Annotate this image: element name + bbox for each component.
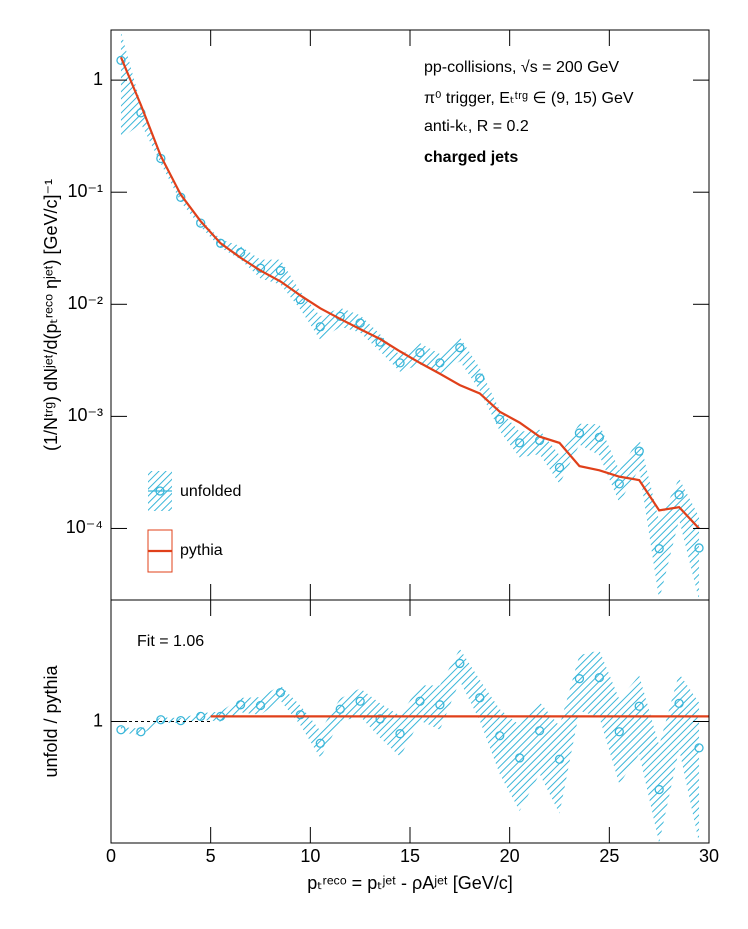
x-tick-label: 10 [300,846,320,866]
annotation: charged jets [424,149,518,166]
data-point [455,658,465,669]
annotation: pp-collisions, √s = 200 GeV [424,59,619,76]
data-point [594,432,605,442]
data-point [534,726,545,736]
data-point [315,738,325,748]
data-point [235,700,246,710]
x-tick-label: 0 [106,846,116,866]
data-point [654,544,664,554]
data-point [295,710,306,720]
data-point [395,358,405,368]
data-point [514,753,525,763]
data-point [275,687,286,698]
data-point [116,55,126,66]
data-point [554,754,565,764]
data-point [215,238,226,248]
data-point [694,743,704,753]
y-tick-label: 1 [93,710,103,730]
y-axis-label: unfold / pythia [41,664,61,777]
data-point [654,784,664,795]
x-axis-label: pₜʳᵉᶜᵒ = pₜʲᵉᵗ - ρAʲᵉᵗ [GeV/c] [307,873,513,893]
data-point [574,428,585,438]
data-point [674,490,684,500]
data-point [594,672,605,683]
data-point [395,729,405,739]
data-point [634,446,644,456]
error-band [120,648,700,843]
x-tick-label: 20 [500,846,520,866]
data-point [614,727,624,737]
data-point [375,714,385,724]
x-tick-label: 30 [699,846,719,866]
data-point [136,727,146,737]
annotation: π⁰ trigger, Eₜᵗʳᵍ ∈ (9, 15) GeV [424,90,634,107]
data-point [275,265,286,276]
data-point [554,462,565,473]
data-point [176,715,186,726]
data-point [514,438,525,448]
y-tick-label: 10⁻¹ [67,181,103,201]
data-point [255,700,266,711]
data-point [455,343,465,353]
data-point [355,318,365,328]
legend-swatch [155,486,165,496]
data-point [614,479,624,489]
data-point [435,358,445,368]
data-point [116,725,126,735]
data-point [415,348,425,358]
y-tick-label: 10⁻⁴ [66,517,103,537]
data-point [156,715,166,725]
annotation: anti-kₜ, R = 0.2 [424,118,529,135]
data-point [634,701,644,711]
panel: 0 5 10 15 20 25 30 1 unfold / pythia pₜʳᵉᶜᵒ = pₜʲ… [41,599,719,893]
data-point [315,322,325,332]
data-point [475,373,485,383]
data-point [694,543,704,553]
legend-label: unfolded [180,483,241,500]
legend-label: pythia [180,542,223,559]
plot-area [116,31,704,600]
error-band [120,31,700,600]
data-point [196,711,206,722]
data-point [355,696,365,706]
data-point [674,698,684,709]
y-tick-label: 10⁻² [67,293,103,313]
data-point [415,696,425,706]
y-tick-label: 10⁻³ [67,405,103,425]
x-tick-label: 25 [599,846,619,866]
data-point [335,704,345,714]
data-point [574,674,585,684]
panel: 10⁻⁴ 10⁻³ 10⁻² 10⁻¹ 1 (1/Nᵗʳᵍ) dNʲᵉᵗ/d(pₜʳᵉᶜᵒ… [41,29,710,601]
x-tick-label: 15 [400,846,420,866]
data-point [475,693,485,703]
data-point [435,700,445,710]
y-tick-label: 1 [93,69,103,89]
fit-label: Fit = 1.06 [137,633,204,650]
line [119,56,700,530]
y-axis-label: (1/Nᵗʳᵍ) dNʲᵉᵗ/d(pₜʳᵉᶜᵒ ηʲᵉᵗ) [GeV/c]⁻¹ [41,179,61,451]
x-tick-label: 5 [206,846,216,866]
data-point [495,731,505,741]
data-point [495,414,505,425]
data-point [196,218,206,228]
plot-area [111,648,709,843]
